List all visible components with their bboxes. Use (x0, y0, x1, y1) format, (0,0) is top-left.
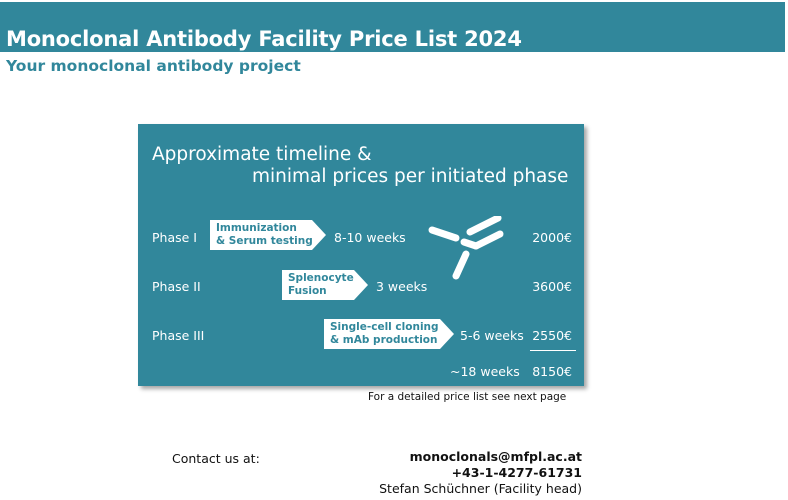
contact-person: Stefan Schüchner (Facility head) (379, 481, 582, 496)
phase-3-step-line2: & mAb production (330, 334, 438, 346)
phase-1-step-arrow: Immunization & Serum testing (210, 220, 326, 250)
sum-divider (530, 350, 576, 351)
phase-2-price: 3600€ (532, 279, 572, 294)
phase-2-step-line2: Fusion (288, 285, 327, 297)
total-price: 8150€ (532, 364, 572, 379)
phase-1-price: 2000€ (532, 230, 572, 245)
phase-1-label: Phase I (152, 230, 197, 245)
phase-1-step-line1: Immunization (216, 222, 297, 234)
phase-2-step-line1: Splenocyte (288, 272, 354, 284)
contact-email[interactable]: monoclonals@mfpl.ac.at (409, 449, 582, 464)
phase-2-label: Phase II (152, 279, 201, 294)
phase-3-price: 2550€ (532, 328, 572, 343)
phase-3-step-arrow: Single-cell cloning & mAb production (324, 319, 454, 349)
phase-1-step-line2: & Serum testing (216, 235, 313, 247)
phase-2-step-arrow: Splenocyte Fusion (282, 270, 368, 300)
contact-phone[interactable]: +43-1-4277-61731 (451, 465, 582, 480)
phase-2-duration: 3 weeks (376, 279, 428, 294)
page-title: Monoclonal Antibody Facility Price List … (6, 27, 522, 51)
title-bar: Monoclonal Antibody Facility Price List … (0, 2, 785, 52)
page-subtitle: Your monoclonal antibody project (6, 57, 301, 75)
phase-3-label: Phase III (152, 328, 205, 343)
panel-heading-line1: Approximate timeline & (152, 144, 372, 165)
antibody-icon (428, 216, 504, 280)
contact-label: Contact us at: (172, 451, 260, 466)
timeline-panel: Approximate timeline & minimal prices pe… (138, 124, 584, 386)
panel-heading-line2: minimal prices per initiated phase (252, 166, 569, 187)
phase-3-step-line1: Single-cell cloning (330, 321, 439, 333)
total-duration: ~18 weeks (450, 364, 520, 379)
phase-1-duration: 8-10 weeks (334, 230, 406, 245)
detail-note: For a detailed price list see next page (368, 391, 567, 403)
phase-3-duration: 5-6 weeks (460, 328, 524, 343)
